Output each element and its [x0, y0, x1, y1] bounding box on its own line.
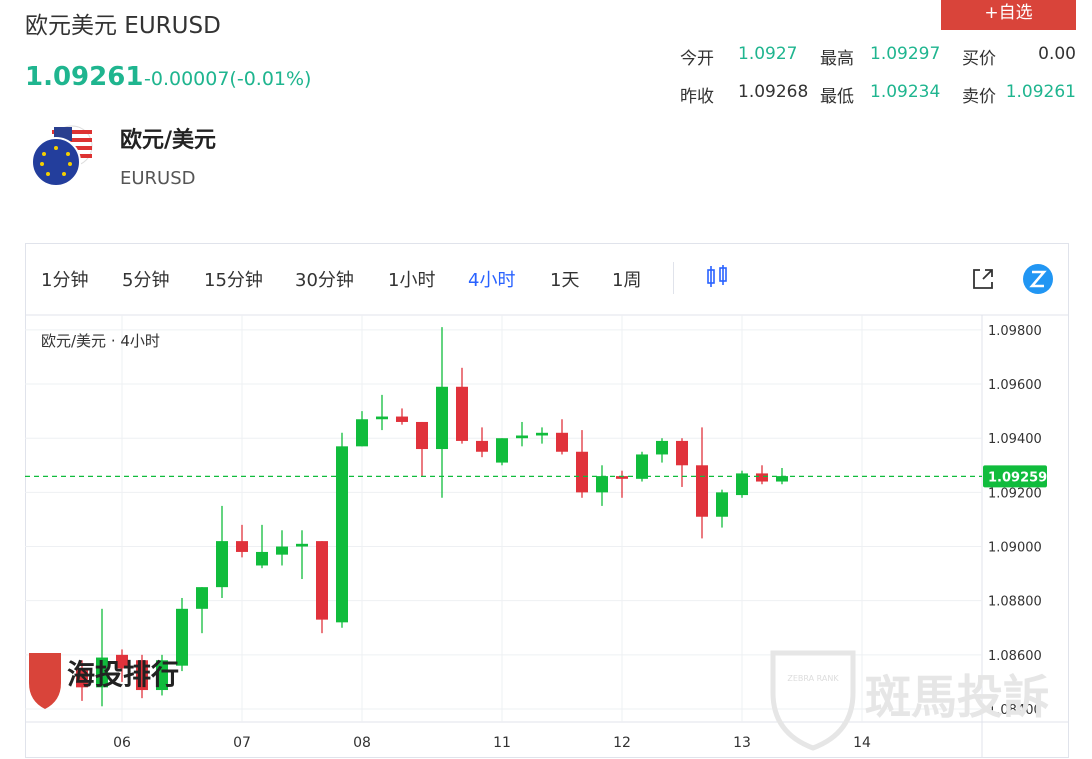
y-tick-label: 1.09400 [988, 432, 1042, 447]
candle-body [776, 476, 788, 482]
candle-body [176, 608, 188, 666]
interval-button[interactable]: 30分钟 [295, 270, 354, 291]
stat-value: 1.0927 [738, 44, 798, 64]
y-tick-label: 1.09800 [988, 324, 1042, 339]
symbol-name: 欧元/美元 [120, 128, 217, 153]
candle-body [616, 476, 628, 479]
candle-body [736, 473, 748, 496]
candle-body [556, 432, 568, 452]
chart-panel [25, 243, 1069, 758]
toolbar-divider [673, 262, 674, 294]
candle-body [596, 476, 608, 493]
watermark: ZEBRA RANK [787, 674, 839, 683]
candle-body [456, 386, 468, 441]
y-tick-label: 1.09200 [988, 486, 1042, 501]
watermark-shield [770, 650, 856, 751]
last-price-label: 1.09259 [988, 470, 1047, 485]
x-tick-label: 13 [733, 735, 751, 751]
y-tick-label: 1.08600 [988, 649, 1042, 664]
candle-body [416, 421, 428, 450]
stat-label: 今开 [680, 49, 714, 69]
y-tick-label: 1.09000 [988, 541, 1042, 556]
x-tick-label: 08 [353, 735, 371, 751]
x-tick-label: 07 [233, 735, 251, 751]
candle-body [216, 541, 228, 588]
candle-body [236, 541, 248, 552]
candle-body [136, 660, 148, 691]
candle-body [716, 492, 728, 517]
candle-body [256, 551, 268, 566]
x-tick-label: 11 [493, 735, 511, 751]
stat-value: 1.09268 [738, 82, 809, 102]
candle-body [196, 587, 208, 609]
candle-body [696, 465, 708, 517]
watermark: 海投排行 [67, 658, 179, 691]
interval-button[interactable]: 1天 [550, 270, 580, 291]
chart: 1.08400 1.08600 1.08800 1.09000 1.09200 1.094… [25, 314, 1068, 757]
currency-flags [31, 125, 93, 187]
stat-value: 1.09261 [1005, 82, 1076, 102]
interval-button[interactable]: 5分钟 [122, 270, 170, 291]
watermark-logo [29, 653, 61, 709]
watermark: 斑馬投訴 [865, 670, 1049, 724]
candle-body [276, 546, 288, 555]
add-watchlist-button[interactable]: +自选 [941, 0, 1076, 30]
popout-icon[interactable] [970, 266, 996, 292]
x-tick-label: 12 [613, 735, 631, 751]
candle-body [316, 541, 328, 620]
candle-body [156, 660, 168, 691]
chart-legend: 欧元/美元 · 4小时 [41, 332, 160, 350]
candle-body [516, 435, 528, 439]
interval-button[interactable]: 1周 [612, 270, 642, 291]
stat-value: 1.09234 [870, 82, 941, 102]
interval-button[interactable]: 15分钟 [204, 270, 263, 291]
last-price: 1.09261 [25, 62, 144, 92]
candle-body [536, 432, 548, 436]
stat-value: 1.09297 [870, 44, 941, 64]
candle-body [656, 440, 668, 455]
price-change: -0.00007(-0.01%) [144, 68, 312, 90]
candle-body [676, 440, 688, 466]
x-tick-label: 06 [113, 735, 131, 751]
chart-style-icon[interactable] [705, 264, 731, 290]
candle-body [336, 446, 348, 623]
candle-body [396, 416, 408, 422]
candle-body [496, 438, 508, 463]
candle-body [96, 657, 108, 688]
candle-body [576, 451, 588, 493]
x-tick-label: 14 [853, 735, 871, 751]
stat-label: 卖价 [962, 87, 996, 107]
y-tick-label: 1.09600 [988, 378, 1042, 393]
candle-body [356, 419, 368, 447]
stat-label: 最低 [820, 87, 854, 107]
y-tick-label: 1.08400 [988, 703, 1042, 718]
candle-body [296, 543, 308, 547]
candle-body [116, 654, 128, 669]
candle-body [76, 668, 88, 688]
interval-button[interactable]: 4小时 [468, 270, 516, 291]
y-tick-label: 1.08800 [988, 595, 1042, 610]
stat-label: 买价 [962, 49, 996, 69]
interval-button[interactable]: 1小时 [388, 270, 436, 291]
chart-logo[interactable] [1022, 263, 1054, 295]
candle-body [636, 454, 648, 479]
last-price-tag [983, 465, 1047, 488]
interval-button[interactable]: 1分钟 [41, 270, 89, 291]
stat-label: 最高 [820, 49, 854, 69]
candle-body [756, 473, 768, 482]
stat-label: 昨收 [680, 87, 714, 107]
symbol-code: EURUSD [120, 168, 196, 189]
candle-body [376, 416, 388, 420]
page-title: 欧元美元 EURUSD [25, 13, 221, 39]
candle-body [436, 386, 448, 450]
candle-body [476, 440, 488, 452]
stat-value: 0.00 [1038, 44, 1076, 64]
